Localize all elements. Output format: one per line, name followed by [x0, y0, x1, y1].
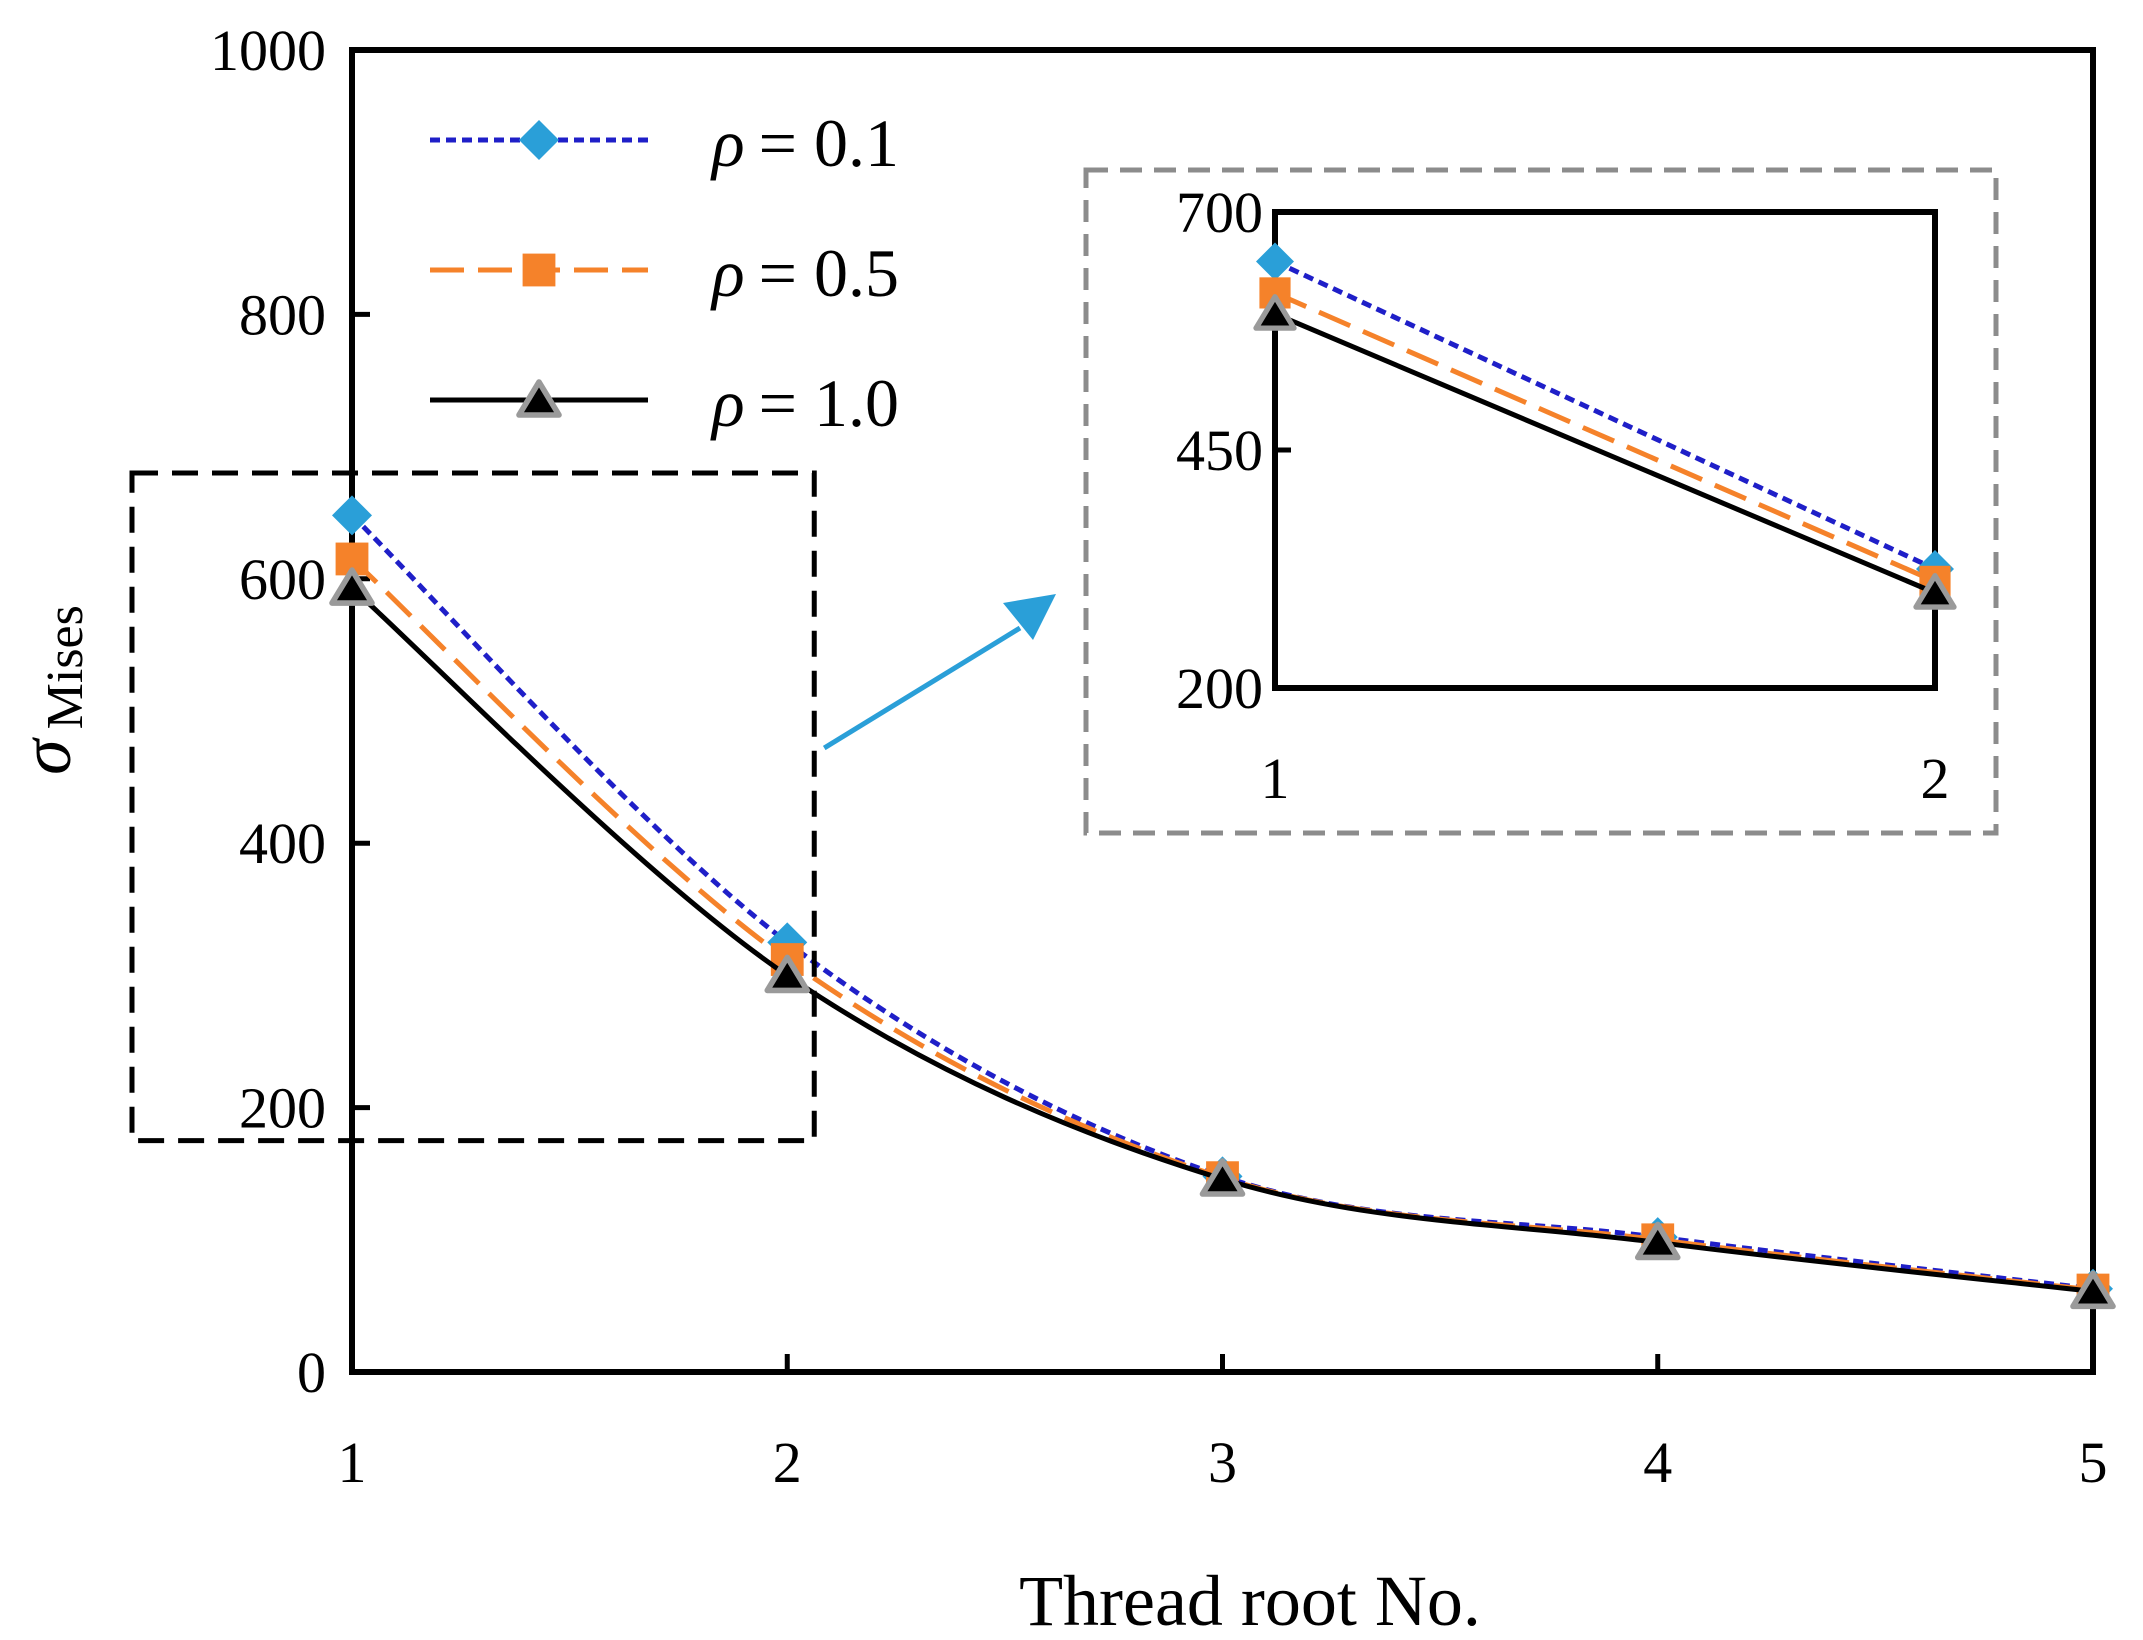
legend-label: ρ = 1.0: [710, 365, 899, 441]
legend-label-symbol: ρ: [710, 365, 745, 441]
legend-item: ρ = 0.5: [430, 235, 899, 311]
y-tick-label: 1000: [210, 18, 326, 83]
svg-text:σMises: σ Mises: [6, 605, 94, 775]
series-line: [350, 586, 2094, 1294]
x-tick-label: 5: [2079, 1430, 2108, 1495]
legend-label: ρ = 0.5: [710, 235, 899, 311]
zoom-region: [129, 470, 1056, 1144]
legend-marker: [522, 253, 556, 287]
data-point: [764, 954, 811, 994]
legend-label-value: = 0.5: [759, 235, 899, 311]
data-point: [1634, 1221, 1681, 1261]
legend-label-value: = 1.0: [759, 365, 899, 441]
zoom-arrow-line: [822, 625, 1022, 751]
inset-plot: 200 450 700 1 2: [1083, 167, 1999, 836]
x-tick-label: 3: [1208, 1430, 1237, 1495]
legend-label-value: = 0.1: [759, 105, 899, 181]
y-tick-label: 400: [239, 811, 326, 876]
legend-item: ρ = 0.1: [430, 105, 899, 181]
legend-label-symbol: ρ: [710, 235, 745, 311]
y-tick-label: 200: [239, 1076, 326, 1141]
legend-marker: [516, 379, 562, 418]
x-tick-label: 1: [338, 1430, 367, 1495]
legend-label-symbol: ρ: [710, 105, 745, 181]
inset-border: [1083, 167, 1999, 836]
y-axis-title: σ Mises: [6, 605, 94, 775]
data-point: [332, 495, 372, 536]
inset-data-point: [1256, 242, 1294, 281]
data-point: [2070, 1270, 2116, 1310]
data-point: [329, 567, 375, 606]
zoom-arrow-head: [1003, 594, 1056, 640]
zoom-box: [129, 470, 817, 1144]
y-axis-title-symbol: σ: [6, 737, 86, 775]
y-axis-title-subscript: Mises: [37, 605, 94, 729]
legend-marker: [519, 120, 559, 160]
x-tick-label: 4: [1643, 1430, 1672, 1495]
y-tick-label: 800: [239, 282, 326, 347]
legend-label: ρ = 0.1: [710, 105, 899, 181]
inset-series-line: [1273, 290, 1937, 584]
main-plot: 0 200 400 600 800 1000 1 2 3 4 5: [210, 18, 2116, 1495]
inset-data-point: [1253, 294, 1297, 331]
inset-x-tick-label: 2: [1921, 746, 1950, 811]
inset-y-tick-label: 450: [1176, 418, 1263, 483]
x-axis-title: Thread root No.: [1019, 1561, 1481, 1640]
y-tick-label: 0: [297, 1340, 326, 1405]
legend: ρ = 0.1ρ = 0.5ρ = 1.0: [430, 105, 899, 441]
inset-series-line: [1273, 259, 1937, 572]
legend-item: ρ = 1.0: [430, 365, 899, 441]
y-tick-label: 600: [239, 547, 326, 612]
inset-y-tick-label: 700: [1176, 180, 1263, 245]
inset-x-tick-label: 1: [1261, 746, 1290, 811]
data-point: [1199, 1158, 1246, 1197]
inset-series-line: [1274, 311, 1936, 596]
inset-y-tick-label: 200: [1176, 656, 1263, 721]
axis-titles: Thread root No. σ Mises: [6, 605, 1481, 1640]
inset-data-point: [1913, 573, 1957, 610]
x-tick-label: 2: [773, 1430, 802, 1495]
